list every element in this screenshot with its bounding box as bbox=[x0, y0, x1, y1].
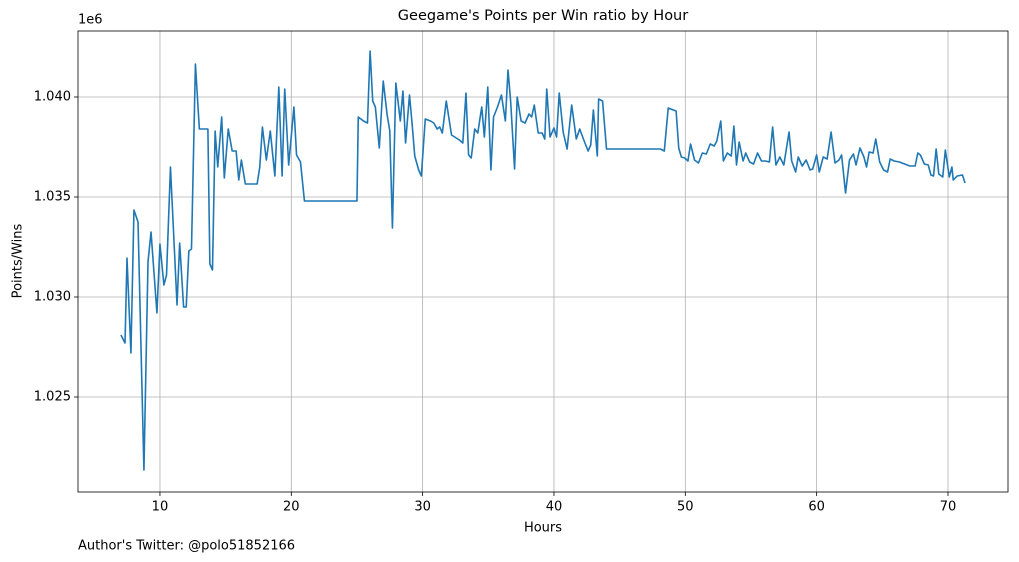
y-tick-label: 1.025 bbox=[34, 390, 71, 405]
x-axis-label: Hours bbox=[524, 521, 562, 536]
footer: Author's Twitter: @polo51852166 bbox=[78, 539, 295, 554]
y-tick-label: 1.030 bbox=[34, 290, 71, 305]
x-tick-label: 60 bbox=[808, 500, 825, 515]
y-tick-label: 1.040 bbox=[34, 90, 71, 105]
data-line bbox=[120, 50, 966, 471]
y-tick-label: 1.035 bbox=[34, 190, 71, 205]
x-tick-label: 40 bbox=[546, 500, 563, 515]
y-axis-label: Points/Wins bbox=[11, 223, 26, 298]
chart-title: Geegame's Points per Win ratio by Hour bbox=[398, 8, 688, 24]
x-tick-label: 50 bbox=[677, 500, 694, 515]
plot-frame bbox=[77, 30, 1009, 493]
x-tick-label: 10 bbox=[152, 500, 169, 515]
x-tick-label: 30 bbox=[414, 500, 431, 515]
offset-label: 1e6 bbox=[78, 13, 103, 28]
x-tick-label: 70 bbox=[940, 500, 957, 515]
x-tick-label: 20 bbox=[283, 500, 300, 515]
